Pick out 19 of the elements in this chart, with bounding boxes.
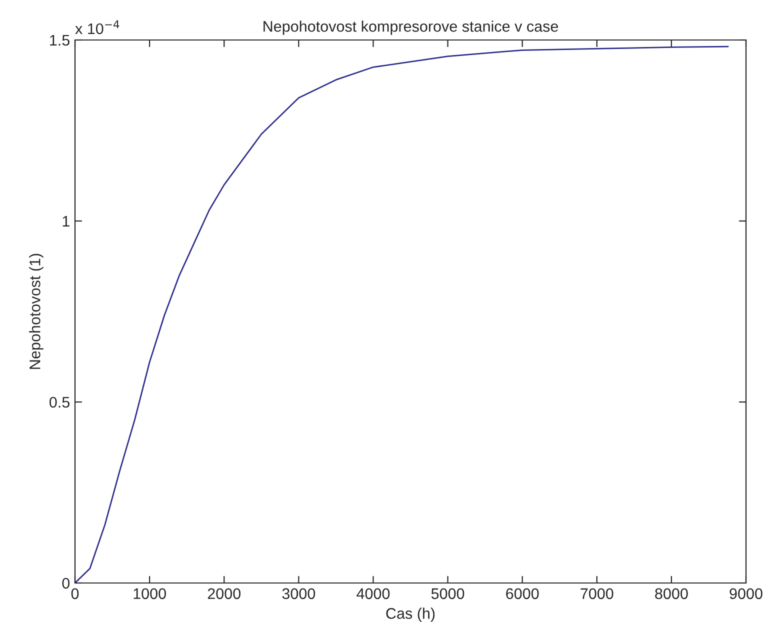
y-tick-label: 0.5 (50, 396, 70, 408)
text: x 10$^{−4}$ (75, 20, 120, 34)
y-axis-title: Nepohotovost (1) (29, 254, 44, 369)
x-tick-label: 6000 (506, 588, 539, 600)
x-tick-label: 7000 (580, 588, 614, 600)
y-tick-label: 0 (62, 578, 70, 589)
x-axis-title: Cas (h) (386, 608, 435, 622)
x-tick-label: 5000 (431, 588, 464, 600)
x-tick-label: 2000 (208, 588, 241, 600)
x-tick-label: 1000 (134, 588, 166, 600)
x-tick-label: 9000 (730, 588, 762, 600)
y-tick-label: 1 (62, 216, 70, 227)
x-tick-label: 8000 (655, 588, 688, 600)
x-tick-label: 4000 (356, 588, 390, 600)
y-tick-label: 1.5 (50, 35, 70, 46)
chart-title: Nepohotovost kompresorove stanice v case (264, 20, 558, 35)
x-tick-label: 3000 (282, 588, 316, 600)
x-tick-label: 0 (71, 588, 79, 600)
line-series (75, 46, 729, 583)
